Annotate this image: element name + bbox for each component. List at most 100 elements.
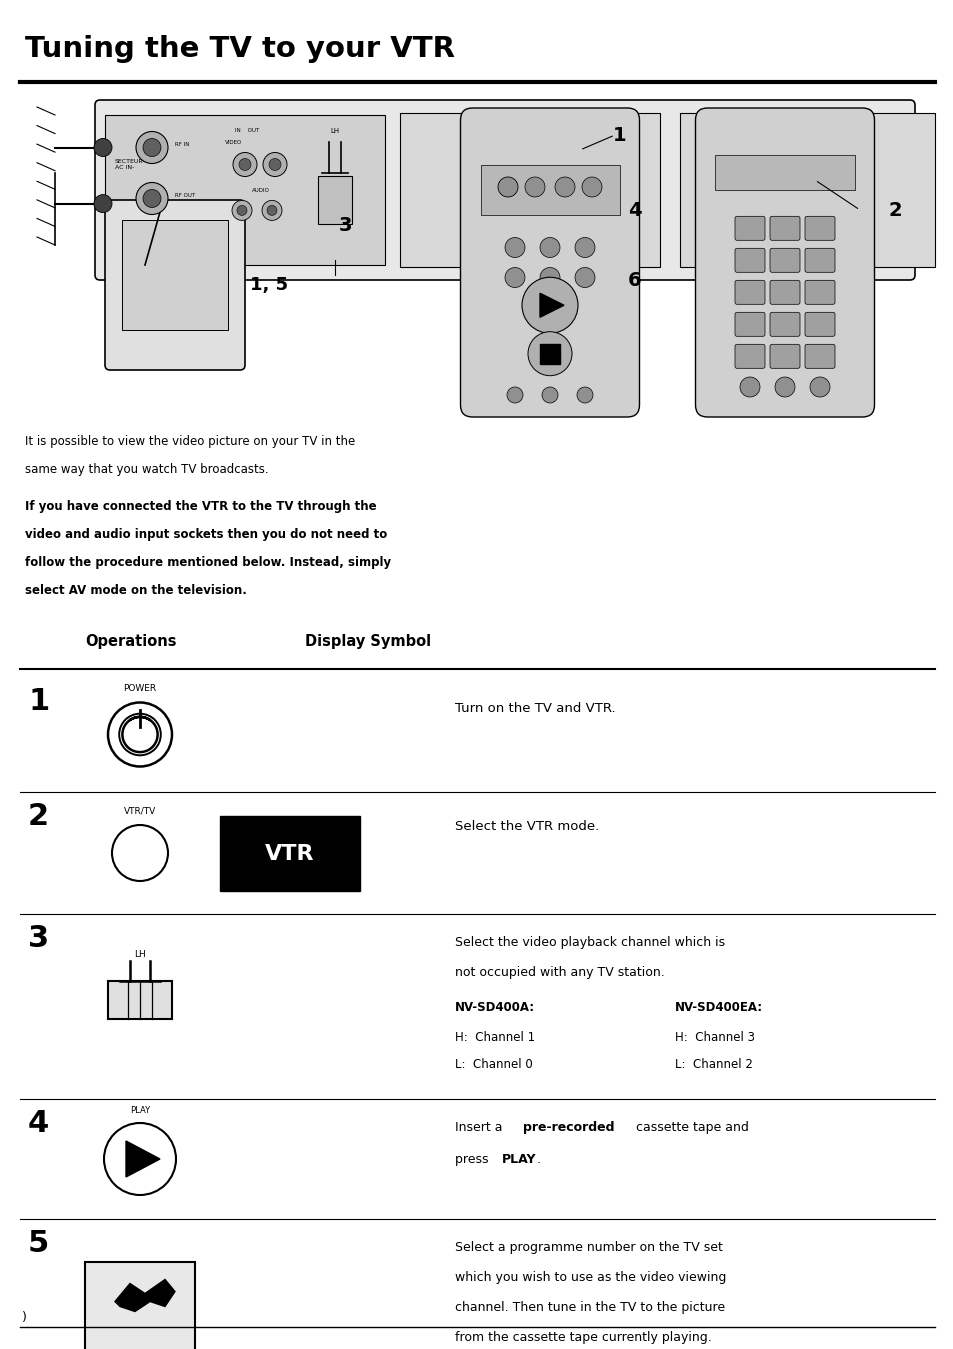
Circle shape xyxy=(143,189,161,208)
Circle shape xyxy=(236,205,247,216)
FancyBboxPatch shape xyxy=(804,344,834,368)
Text: If you have connected the VTR to the TV through the: If you have connected the VTR to the TV … xyxy=(25,500,376,513)
Text: PLAY: PLAY xyxy=(501,1153,536,1166)
Circle shape xyxy=(539,267,559,287)
Text: ): ) xyxy=(22,1311,27,1323)
Text: 1: 1 xyxy=(28,687,50,716)
Bar xyxy=(480,165,618,214)
Circle shape xyxy=(539,237,559,258)
FancyBboxPatch shape xyxy=(804,216,834,240)
Circle shape xyxy=(239,158,251,170)
Bar xyxy=(317,177,352,224)
Text: 5: 5 xyxy=(28,1229,50,1259)
FancyBboxPatch shape xyxy=(695,108,874,417)
Bar xyxy=(20,90,929,420)
Circle shape xyxy=(233,152,256,177)
FancyBboxPatch shape xyxy=(734,344,764,368)
Text: same way that you watch TV broadcasts.: same way that you watch TV broadcasts. xyxy=(25,463,269,476)
Text: H:  Channel 1: H: Channel 1 xyxy=(455,1031,535,1044)
Text: RF OUT: RF OUT xyxy=(174,193,195,197)
Polygon shape xyxy=(115,1279,174,1311)
Text: Operations: Operations xyxy=(85,634,176,649)
Text: IN    OUT: IN OUT xyxy=(234,128,259,134)
Text: Select the VTR mode.: Select the VTR mode. xyxy=(455,820,598,832)
Text: video and audio input sockets then you do not need to: video and audio input sockets then you d… xyxy=(25,527,387,541)
Text: LH: LH xyxy=(330,128,339,134)
Text: pre-recorded: pre-recorded xyxy=(522,1121,614,1135)
FancyBboxPatch shape xyxy=(804,281,834,305)
Text: 3: 3 xyxy=(28,924,49,952)
Text: cassette tape and: cassette tape and xyxy=(631,1121,748,1135)
FancyBboxPatch shape xyxy=(734,281,764,305)
Circle shape xyxy=(94,194,112,213)
Text: L:  Channel 0: L: Channel 0 xyxy=(455,1058,532,1071)
Text: It is possible to view the video picture on your TV in the: It is possible to view the video picture… xyxy=(25,434,355,448)
Bar xyxy=(122,220,228,331)
Circle shape xyxy=(575,237,595,258)
Text: from the cassette tape currently playing.: from the cassette tape currently playing… xyxy=(455,1331,711,1344)
Circle shape xyxy=(136,182,168,214)
Text: .: . xyxy=(537,1153,540,1166)
Text: Select a programme number on the TV set: Select a programme number on the TV set xyxy=(455,1241,722,1255)
Bar xyxy=(85,1261,194,1349)
Text: VTR/TV: VTR/TV xyxy=(124,805,156,815)
Text: L:  Channel 2: L: Channel 2 xyxy=(675,1058,752,1071)
FancyBboxPatch shape xyxy=(769,344,800,368)
Circle shape xyxy=(267,205,276,216)
Text: which you wish to use as the video viewing: which you wish to use as the video viewi… xyxy=(455,1271,725,1284)
Text: 2: 2 xyxy=(887,201,901,220)
FancyBboxPatch shape xyxy=(734,248,764,272)
Text: Insert a: Insert a xyxy=(455,1121,506,1135)
Bar xyxy=(105,115,385,264)
Text: select AV mode on the television.: select AV mode on the television. xyxy=(25,584,247,598)
Text: POWER: POWER xyxy=(123,684,156,692)
Bar xyxy=(539,344,559,364)
Text: 1: 1 xyxy=(613,125,626,144)
Circle shape xyxy=(541,387,558,403)
FancyBboxPatch shape xyxy=(769,281,800,305)
FancyBboxPatch shape xyxy=(734,313,764,336)
FancyBboxPatch shape xyxy=(804,248,834,272)
Text: SECTEUR-
AC IN-: SECTEUR- AC IN- xyxy=(115,159,146,170)
Polygon shape xyxy=(126,1141,160,1176)
Bar xyxy=(108,981,172,1018)
Circle shape xyxy=(521,278,578,333)
FancyBboxPatch shape xyxy=(769,313,800,336)
Circle shape xyxy=(269,158,281,170)
Text: 4: 4 xyxy=(627,201,641,220)
Text: NV-SD400EA:: NV-SD400EA: xyxy=(675,1001,762,1014)
Circle shape xyxy=(263,152,287,177)
Circle shape xyxy=(577,387,593,403)
Circle shape xyxy=(581,177,601,197)
Circle shape xyxy=(504,267,524,287)
Circle shape xyxy=(232,201,252,220)
Text: Turn on the TV and VTR.: Turn on the TV and VTR. xyxy=(455,701,615,715)
Circle shape xyxy=(143,139,161,156)
Circle shape xyxy=(555,177,575,197)
Text: PLAY: PLAY xyxy=(130,1106,150,1116)
Bar xyxy=(399,113,659,267)
Circle shape xyxy=(524,177,544,197)
FancyBboxPatch shape xyxy=(95,100,914,281)
Text: press: press xyxy=(455,1153,492,1166)
Circle shape xyxy=(774,376,794,397)
Circle shape xyxy=(262,201,282,220)
FancyBboxPatch shape xyxy=(460,108,639,417)
Text: LH: LH xyxy=(134,950,146,959)
Bar xyxy=(715,155,854,190)
Text: NV-SD400A:: NV-SD400A: xyxy=(455,1001,535,1014)
Text: channel. Then tune in the TV to the picture: channel. Then tune in the TV to the pict… xyxy=(455,1300,724,1314)
Circle shape xyxy=(94,139,112,156)
FancyBboxPatch shape xyxy=(769,248,800,272)
Circle shape xyxy=(504,237,524,258)
Circle shape xyxy=(506,387,522,403)
Bar xyxy=(220,816,359,890)
Text: Display Symbol: Display Symbol xyxy=(305,634,431,649)
Text: 6: 6 xyxy=(627,271,641,290)
Text: AUDIO: AUDIO xyxy=(252,188,270,193)
FancyBboxPatch shape xyxy=(105,200,245,370)
Text: 4: 4 xyxy=(28,1109,50,1139)
Circle shape xyxy=(136,131,168,163)
Bar xyxy=(679,113,934,267)
FancyBboxPatch shape xyxy=(734,216,764,240)
